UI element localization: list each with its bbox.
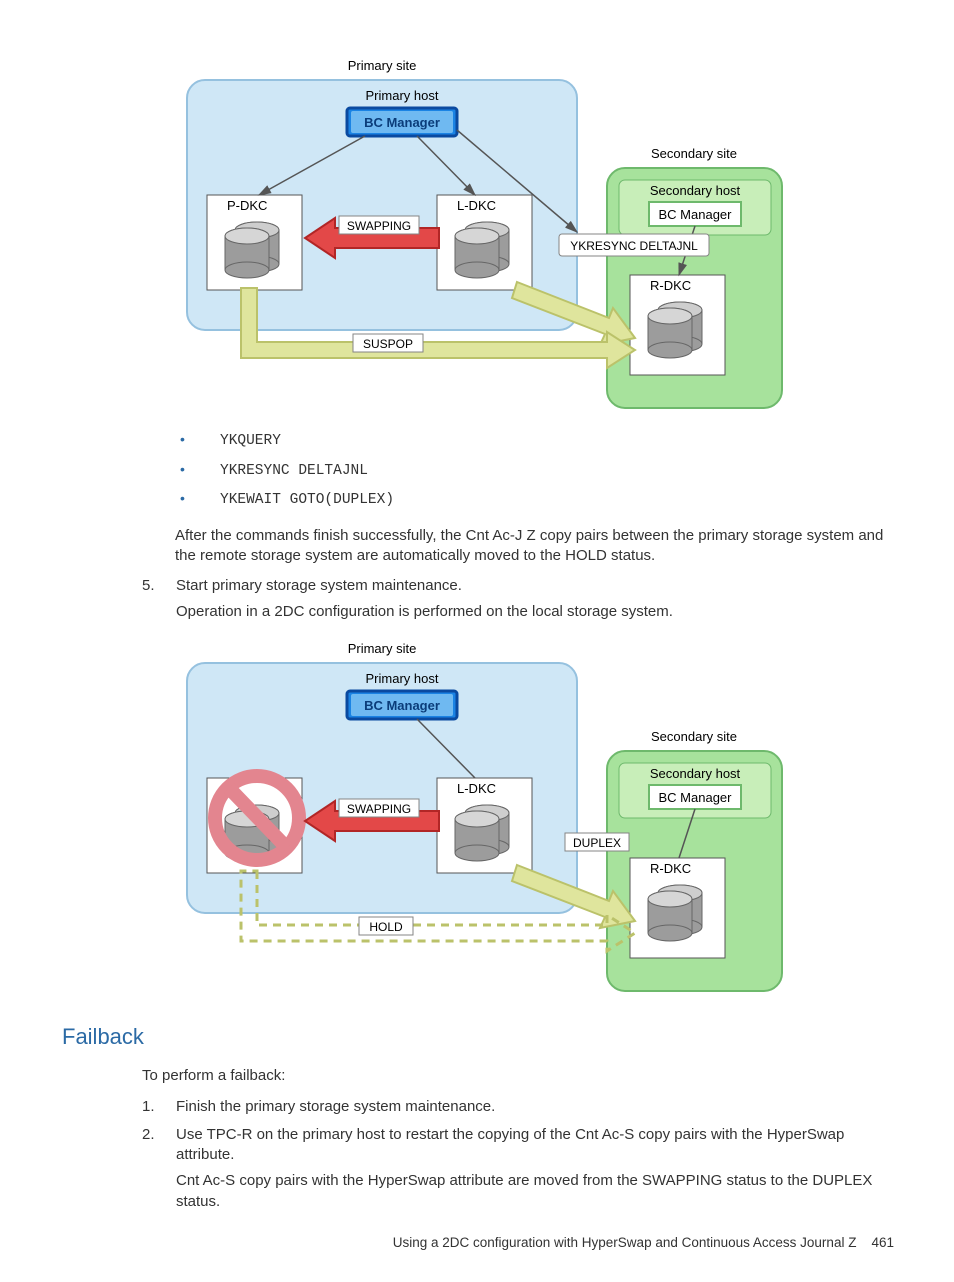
step5-line2: Operation in a 2DC configuration is perf… [176, 602, 894, 622]
d2-sec-host: Secondary host [650, 766, 741, 781]
d2-bcmgr-sec: BC Manager [659, 790, 733, 805]
d2-bcmgr-primary: BC Manager [364, 698, 440, 713]
failback-step2-line2: Cnt Ac-S copy pairs with the HyperSwap a… [176, 1171, 894, 1212]
command-list: YKQUERY YKRESYNC DELTAJNL YKEWAIT GOTO(D… [180, 430, 894, 511]
cmd-ykewait: YKEWAIT GOTO(DUPLEX) [220, 491, 394, 511]
diagram-2: Primary site Primary host BC Manager L-D… [60, 633, 894, 998]
ykresync-button: YKRESYNC DELTAJNL [570, 239, 698, 253]
section-heading-failback: Failback [62, 1022, 894, 1052]
rdkc-label: R-DKC [650, 278, 691, 293]
swapping-label-1: SWAPPING [347, 219, 411, 233]
d2-hold: HOLD [369, 920, 403, 934]
paragraph-after-commands: After the commands finish successfully, … [175, 526, 894, 567]
cmd-ykquery: YKQUERY [220, 432, 281, 452]
pdkc-label: P-DKC [227, 198, 267, 213]
failback-intro: To perform a failback: [142, 1066, 894, 1086]
d2-sec-site: Secondary site [651, 729, 737, 744]
d2-ldkc: L-DKC [457, 781, 496, 796]
d2-swapping: SWAPPING [347, 802, 411, 816]
secondary-host-label: Secondary host [650, 183, 741, 198]
cmd-ykresync: YKRESYNC DELTAJNL [220, 462, 368, 482]
diagram-2-svg: Primary site Primary host BC Manager L-D… [167, 633, 787, 998]
d2-rdkc: R-DKC [650, 861, 691, 876]
bc-manager-primary: BC Manager [364, 115, 440, 130]
diagram-1: Primary site Primary host BC Manager P-D… [60, 50, 894, 410]
footer-page-number: 461 [871, 1235, 894, 1250]
ldkc-label: L-DKC [457, 198, 496, 213]
d2-duplex: DUPLEX [573, 836, 621, 850]
failback-step2-line1: Use TPC-R on the primary host to restart… [176, 1125, 894, 1166]
footer-title: Using a 2DC configuration with HyperSwap… [393, 1235, 857, 1250]
d2-primary-site: Primary site [348, 641, 417, 656]
bc-manager-secondary: BC Manager [659, 207, 733, 222]
step5-line1: Start primary storage system maintenance… [176, 576, 894, 596]
svg-text:Primary site: Primary site [348, 58, 417, 73]
page-footer: Using a 2DC configuration with HyperSwap… [60, 1234, 894, 1252]
failback-step1: Finish the primary storage system mainte… [176, 1097, 894, 1117]
svg-text:Primary host: Primary host [366, 88, 439, 103]
diagram-1-svg: Primary site Primary host BC Manager P-D… [167, 50, 787, 410]
failback-steps: Finish the primary storage system mainte… [142, 1097, 894, 1212]
suspop-label: SUSPOP [363, 337, 413, 351]
secondary-site-label: Secondary site [651, 146, 737, 161]
d2-primary-host: Primary host [366, 671, 439, 686]
step-5-list: Start primary storage system maintenance… [142, 576, 894, 623]
